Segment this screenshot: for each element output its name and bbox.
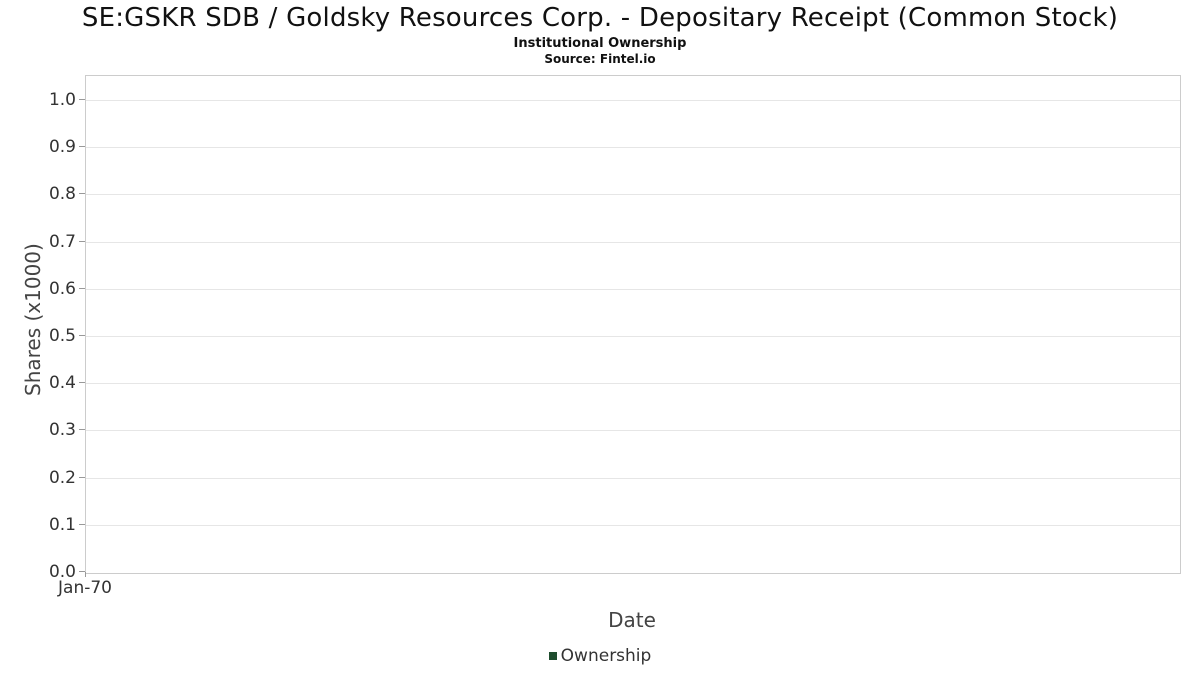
chart-source: Source: Fintel.io (544, 52, 656, 66)
y-tick-label: 0.8 (48, 184, 76, 205)
y-tick-mark (79, 571, 85, 572)
y-axis-tick-labels: 0.0 0.1 0.2 0.3 0.4 0.5 0.6 0.7 0.8 0.9 1.0 (28, 75, 76, 582)
gridline (86, 524, 1180, 526)
x-axis-tick-labels: Jan-70 (0, 572, 1200, 600)
gridline (86, 477, 1180, 479)
y-tick-mark (79, 523, 85, 525)
gridline (86, 241, 1180, 243)
y-tick-mark (79, 98, 85, 100)
y-tick-mark (79, 382, 85, 384)
gridline (86, 430, 1180, 432)
y-tick-mark (79, 287, 85, 289)
y-tick-label: 0.2 (48, 467, 76, 488)
gridline (86, 335, 1180, 337)
x-axis-title: Date (608, 608, 656, 632)
y-tick-label: 0.0 (48, 562, 76, 582)
y-tick-mark (79, 146, 85, 148)
y-tick-mark (79, 334, 85, 336)
chart-subtitle: Institutional Ownership (513, 36, 687, 51)
y-tick-label: 0.4 (48, 373, 76, 394)
y-axis-tick-marks (79, 75, 85, 572)
y-tick-label: 0.3 (48, 420, 76, 441)
y-tick-mark (79, 476, 85, 478)
chart-title: SE:GSKR SDB / Goldsky Resources Corp. - … (81, 3, 1119, 33)
gridline (86, 288, 1180, 290)
legend: Ownership (0, 646, 1200, 666)
gridline (86, 383, 1180, 385)
x-tick-label: Jan-70 (58, 578, 112, 598)
y-tick-label: 0.9 (48, 137, 76, 158)
y-tick-label: 0.6 (48, 278, 76, 299)
x-tick-mark (85, 572, 86, 577)
legend-marker-ownership (548, 652, 557, 660)
gridline (86, 147, 1180, 149)
y-tick-label: 0.7 (48, 231, 76, 252)
gridline (86, 99, 1180, 101)
y-tick-label: 0.1 (48, 514, 76, 535)
y-tick-mark (79, 429, 85, 431)
y-tick-label: 1.0 (48, 89, 76, 110)
y-tick-mark (79, 240, 85, 242)
y-tick-label: 0.5 (48, 325, 76, 346)
gridline (86, 194, 1180, 196)
legend-label-ownership: Ownership (560, 646, 652, 666)
plot-area (85, 75, 1181, 574)
y-tick-mark (79, 193, 85, 195)
